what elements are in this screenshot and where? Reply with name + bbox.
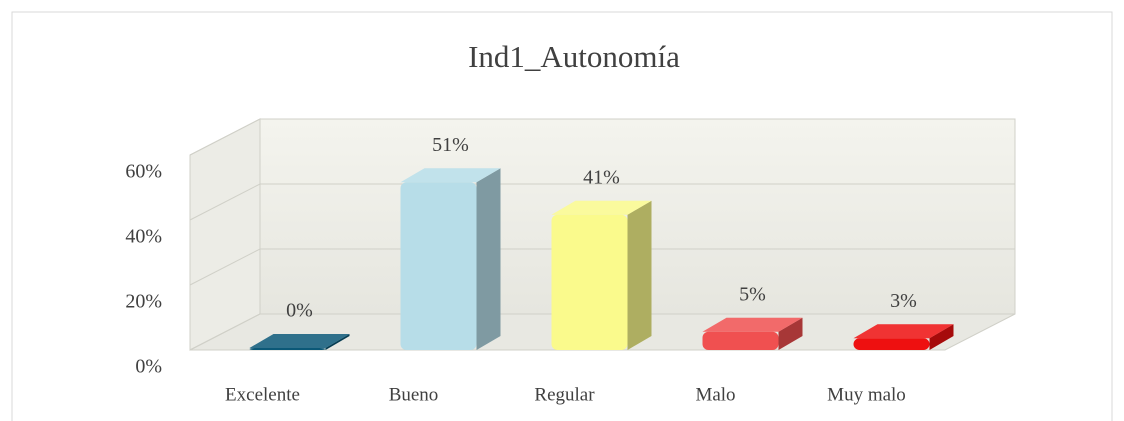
x-tick-label: Excelente	[225, 384, 300, 405]
bar-face	[551, 200, 652, 215]
value-label: 41%	[583, 166, 620, 188]
bar	[551, 200, 652, 350]
bar-face	[778, 317, 803, 350]
bar-face	[853, 324, 954, 339]
bar-face	[778, 317, 803, 350]
x-tick-label: Muy malo	[827, 384, 906, 405]
side-wall	[189, 118, 261, 351]
value-label: 5%	[739, 283, 766, 305]
bar-face	[853, 324, 954, 339]
grid-line	[189, 248, 1015, 286]
bar	[249, 334, 350, 350]
bar-face	[929, 324, 954, 350]
bar-face	[702, 317, 803, 332]
chart-title: Ind1_Autonomía	[468, 39, 680, 74]
bar-face	[400, 168, 501, 183]
bar-face	[702, 317, 803, 332]
bar-front	[853, 338, 930, 350]
bar-front	[249, 348, 326, 350]
bar-face	[476, 168, 501, 350]
bar-face	[249, 334, 350, 348]
bar	[853, 324, 954, 350]
y-tick-label: 20%	[125, 291, 162, 313]
bar-front	[551, 214, 628, 350]
bar	[702, 317, 803, 350]
bar-face	[929, 324, 954, 350]
bar	[400, 168, 501, 350]
bar-face	[325, 334, 350, 350]
x-tick-label: Malo	[695, 384, 735, 405]
x-tick-label: Bueno	[389, 384, 439, 405]
bar-face	[249, 334, 350, 348]
value-label: 0%	[286, 300, 313, 322]
bar-face	[476, 168, 501, 350]
bar-front	[702, 331, 779, 350]
y-tick-label: 40%	[125, 226, 162, 248]
value-label: 3%	[890, 290, 917, 312]
value-label: 51%	[432, 134, 469, 156]
bar-face	[551, 200, 652, 215]
bar-face	[400, 168, 501, 183]
x-tick-label: Regular	[534, 384, 595, 405]
bar-face	[627, 200, 652, 350]
grid-line	[189, 118, 1015, 156]
bar-face	[325, 334, 350, 350]
bar-front	[400, 182, 477, 350]
chart-frame	[11, 11, 1113, 421]
y-tick-label: 0%	[135, 356, 162, 378]
y-tick-label: 60%	[125, 161, 162, 183]
bar-face	[627, 200, 652, 350]
grid-line	[189, 313, 1015, 351]
grid-line	[189, 183, 1015, 221]
